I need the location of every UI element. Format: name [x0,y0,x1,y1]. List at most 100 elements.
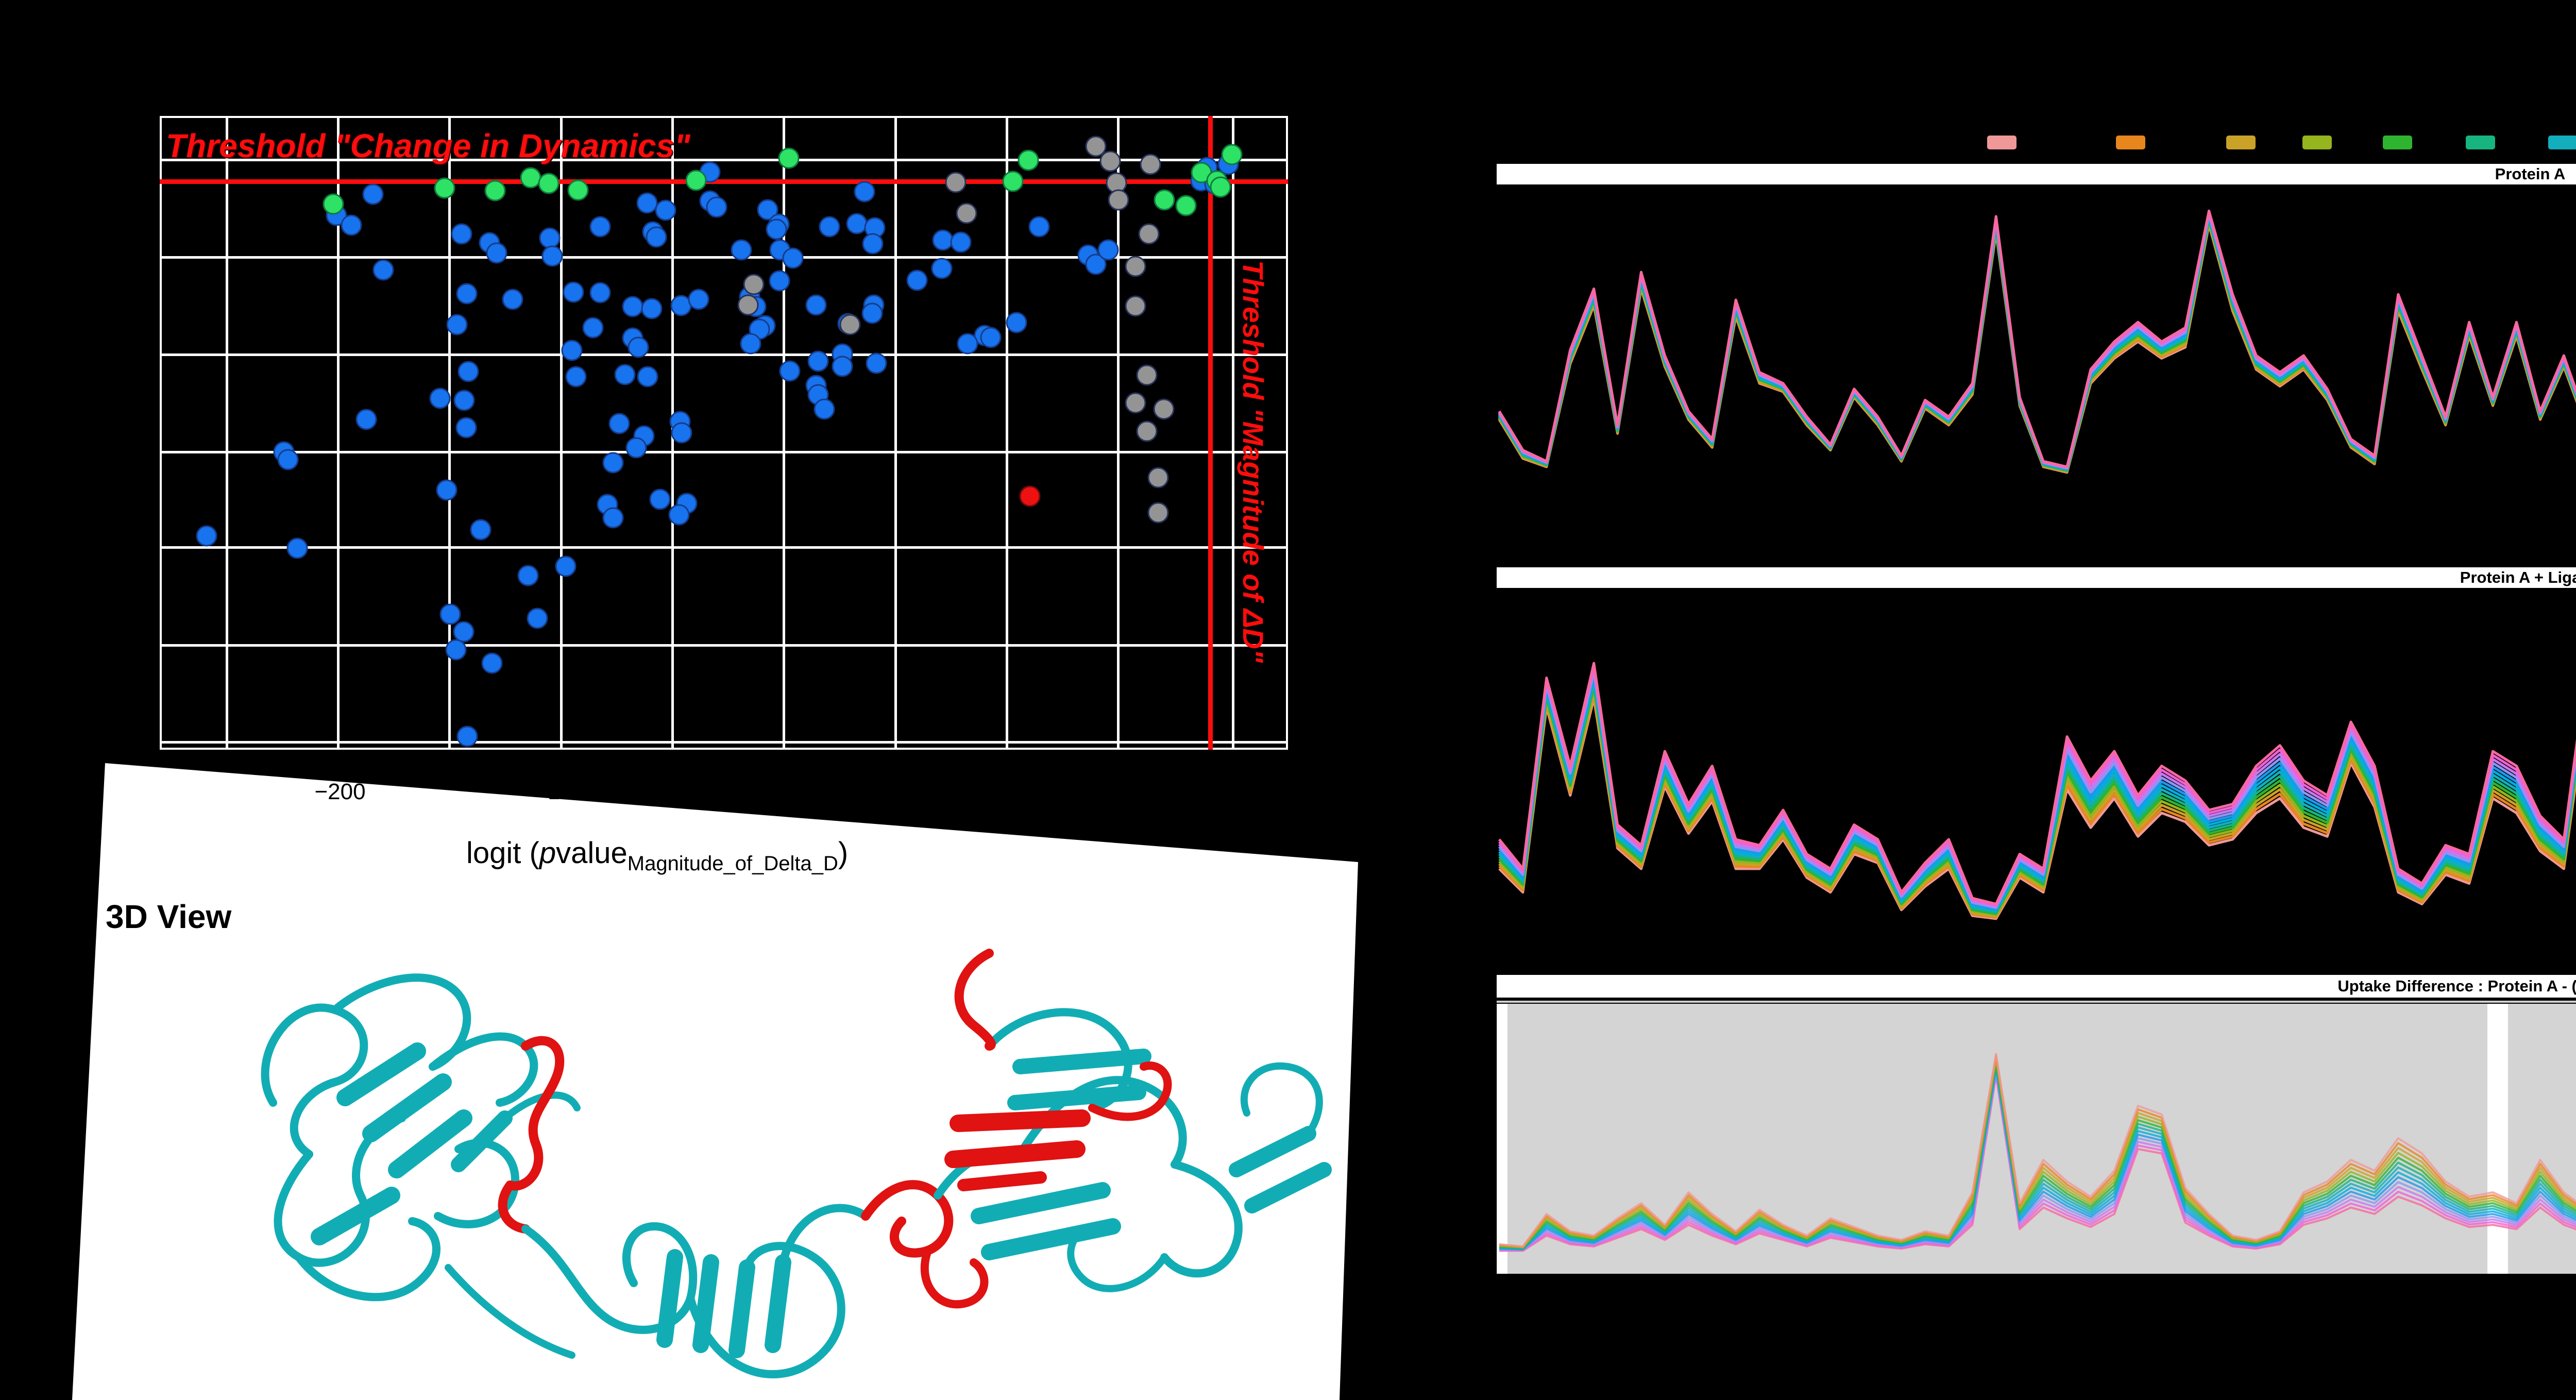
uptake-line-timepoint-12[interactable] [1499,1072,2576,1255]
blue-points[interactable] [740,333,761,355]
legend-timepoint-dash-7[interactable] [2548,136,2576,149]
blue-points[interactable] [517,565,539,586]
blue-points[interactable] [622,296,643,317]
blue-points[interactable] [608,413,630,434]
blue-points[interactable] [1085,254,1107,275]
blue-points[interactable] [861,302,883,324]
blue-points[interactable] [602,507,624,529]
legend-timepoint-dash-5[interactable] [2383,136,2412,149]
blue-points[interactable] [589,282,611,303]
green-points[interactable] [1221,144,1243,165]
green-points[interactable] [538,173,560,194]
blue-points[interactable] [286,537,308,559]
blue-points[interactable] [688,289,709,310]
blue-points[interactable] [706,196,727,218]
blue-points[interactable] [456,726,478,747]
blue-points[interactable] [481,652,503,674]
gray-points[interactable] [1136,420,1158,442]
blue-points[interactable] [906,269,928,291]
uptake-line-timepoint-13[interactable] [1498,662,2576,905]
blue-points[interactable] [649,488,671,510]
uptake-line-timepoint-1[interactable] [1499,1053,2576,1253]
blue-points[interactable] [636,192,658,214]
blue-points[interactable] [456,283,478,305]
blue-points[interactable] [957,333,978,355]
legend-timepoint-dash-6[interactable] [2466,136,2495,149]
blue-points[interactable] [602,452,624,474]
blue-points[interactable] [486,242,507,264]
blue-points[interactable] [541,245,563,267]
gray-points[interactable] [956,203,977,224]
gray-points[interactable] [1147,467,1169,488]
green-points[interactable] [1175,195,1197,216]
blue-points[interactable] [950,231,972,253]
blue-points[interactable] [502,289,523,310]
blue-points[interactable] [832,356,853,377]
blue-points[interactable] [854,181,875,203]
gray-points[interactable] [839,314,861,335]
green-points[interactable] [484,180,506,201]
gray-points[interactable] [1136,364,1158,386]
blue-points[interactable] [451,223,472,245]
blue-points[interactable] [539,227,561,249]
blue-points[interactable] [555,555,577,577]
blue-points[interactable] [782,247,804,269]
green-points[interactable] [1154,189,1175,211]
green-points[interactable] [778,147,800,169]
blue-points[interactable] [931,258,953,279]
blue-points[interactable] [457,361,479,382]
blue-points[interactable] [814,398,835,420]
gray-points[interactable] [1108,189,1129,211]
blue-points[interactable] [641,298,663,319]
blue-points[interactable] [779,360,801,382]
green-points[interactable] [520,167,541,189]
blue-points[interactable] [362,183,384,205]
gray-points[interactable] [1147,502,1169,524]
blue-points[interactable] [628,336,649,358]
gray-points[interactable] [1099,150,1121,172]
gray-points[interactable] [1153,398,1175,420]
blue-points[interactable] [932,229,954,251]
gray-points[interactable] [1138,223,1160,245]
blue-points[interactable] [565,366,587,387]
blue-points[interactable] [1028,216,1050,238]
uptake-line-timepoint-8[interactable] [1499,1065,2576,1254]
blue-points[interactable] [637,366,658,387]
blue-points[interactable] [453,390,475,411]
blue-points[interactable] [455,417,477,438]
green-points[interactable] [1002,171,1024,192]
uptake-line-timepoint-9[interactable] [1499,1067,2576,1254]
gray-points[interactable] [1140,154,1161,175]
blue-points[interactable] [671,422,692,444]
blue-points[interactable] [470,519,492,541]
blue-points[interactable] [196,525,217,547]
green-points[interactable] [434,177,455,199]
blue-points[interactable] [589,216,611,238]
uptake-line-timepoint-13[interactable] [1498,209,2576,468]
protein-structure[interactable] [216,948,1350,1400]
legend-timepoint-dash-2[interactable] [2116,136,2145,149]
uptake-line-timepoint-7[interactable] [1499,1064,2576,1254]
blue-points[interactable] [439,603,461,625]
legend-timepoint-dash-3[interactable] [2226,136,2256,149]
uptake-line-timepoint-13[interactable] [1499,1074,2576,1255]
legend-timepoint-dash-4[interactable] [2302,136,2332,149]
blue-points[interactable] [561,340,583,361]
blue-points[interactable] [527,608,548,629]
gray-points[interactable] [1085,136,1107,157]
blue-points[interactable] [1006,312,1027,333]
blue-points[interactable] [453,621,474,643]
uptake-line-timepoint-2[interactable] [1499,1054,2576,1253]
uptake-line-timepoint-3[interactable] [1499,1056,2576,1253]
blue-points[interactable] [341,214,362,236]
blue-points[interactable] [766,218,787,240]
blue-points[interactable] [807,350,829,372]
green-points[interactable] [1018,149,1039,171]
gray-points[interactable] [737,294,759,316]
blue-points[interactable] [1097,239,1119,261]
legend-timepoint-dash-1[interactable] [1987,136,2016,149]
